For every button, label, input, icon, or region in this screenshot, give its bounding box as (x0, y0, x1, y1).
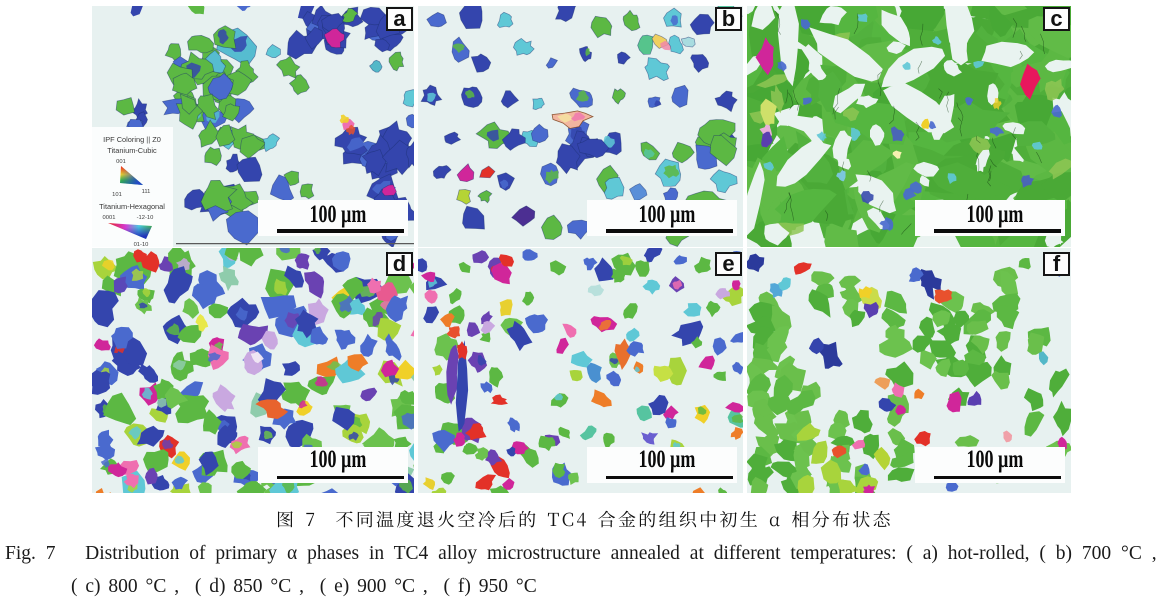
svg-text:111: 111 (142, 189, 151, 195)
svg-text:-12-10: -12-10 (137, 215, 154, 221)
svg-text:Titanium-Cubic: Titanium-Cubic (107, 146, 157, 155)
svg-text:0001: 0001 (103, 215, 116, 221)
svg-text:101: 101 (112, 192, 122, 198)
svg-text:Titanium-Hexagonal: Titanium-Hexagonal (99, 202, 165, 211)
svg-text:001: 001 (116, 159, 126, 165)
svg-text:IPF Coloring || Z0: IPF Coloring || Z0 (103, 135, 161, 144)
svg-text:01-10: 01-10 (134, 242, 149, 247)
